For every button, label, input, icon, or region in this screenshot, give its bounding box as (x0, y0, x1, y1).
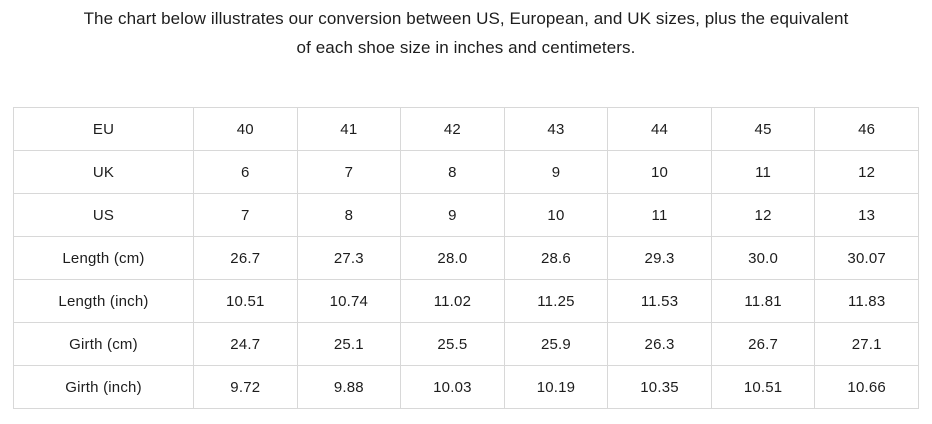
table-cell: 10 (607, 150, 712, 194)
table-cell: 25.1 (296, 322, 402, 366)
row-header: US (13, 193, 194, 237)
table-cell: 24.7 (193, 322, 298, 366)
table-cell: 10.51 (193, 279, 298, 323)
table-cell: 11 (710, 150, 816, 194)
table-cell: 6 (193, 150, 298, 194)
table-cell: 27.3 (296, 236, 402, 280)
row-header: Girth (cm) (13, 322, 194, 366)
table-cell: 8 (296, 193, 402, 237)
table-cell: 26.7 (710, 322, 816, 366)
table-cell: 10.19 (503, 365, 609, 409)
table-cell: 10.35 (607, 365, 712, 409)
table-cell: 11.83 (814, 279, 919, 323)
table-cell: 30.07 (814, 236, 919, 280)
row-header: Girth (inch) (13, 365, 194, 409)
table-cell: 9 (400, 193, 505, 237)
table-cell: 9 (503, 150, 609, 194)
table-cell: 11.02 (400, 279, 505, 323)
table-cell: 10.51 (710, 365, 816, 409)
table-cell: 10.03 (400, 365, 505, 409)
table-cell: 10.74 (296, 279, 402, 323)
table-cell: 11.25 (503, 279, 609, 323)
table-cell: 40 (193, 107, 298, 151)
table-cell: 25.5 (400, 322, 505, 366)
intro-text: The chart below illustrates our conversi… (0, 0, 932, 62)
table-cell: 30.0 (710, 236, 816, 280)
row-header: UK (13, 150, 194, 194)
size-conversion-table-body: EU 40 41 42 43 44 45 46 UK 6 7 8 9 10 11 12 US 7 8 9 10 11 12 1… (13, 107, 919, 409)
row-header: Length (inch) (13, 279, 194, 323)
table-cell: 41 (296, 107, 402, 151)
table-cell: 25.9 (503, 322, 609, 366)
table-row: Length (inch) 10.51 10.74 11.02 11.25 11.53 11… (13, 279, 919, 323)
intro-line-2: of each shoe size in inches and centimet… (296, 38, 636, 57)
table-cell: 44 (607, 107, 712, 151)
table-row: Girth (cm) 24.7 25.1 25.5 25.9 26.3 26.7 27.1 (13, 322, 919, 366)
row-header: Length (cm) (13, 236, 194, 280)
table-cell: 11 (607, 193, 712, 237)
table-cell: 9.88 (296, 365, 402, 409)
table-cell: 11.81 (710, 279, 816, 323)
table-cell: 46 (814, 107, 919, 151)
table-cell: 10 (503, 193, 609, 237)
table-cell: 12 (710, 193, 816, 237)
table-cell: 43 (503, 107, 609, 151)
intro-line-1: The chart below illustrates our conversi… (83, 9, 849, 28)
table-row: US 7 8 9 10 11 12 13 (13, 193, 919, 237)
table-cell: 7 (296, 150, 402, 194)
table-cell: 12 (814, 150, 919, 194)
table-cell: 11.53 (607, 279, 712, 323)
table-cell: 27.1 (814, 322, 919, 366)
table-cell: 8 (400, 150, 505, 194)
table-cell: 29.3 (607, 236, 712, 280)
table-row: UK 6 7 8 9 10 11 12 (13, 150, 919, 194)
table-cell: 28.0 (400, 236, 505, 280)
table-cell: 26.7 (193, 236, 298, 280)
table-cell: 13 (814, 193, 919, 237)
row-header: EU (13, 107, 194, 151)
table-cell: 9.72 (193, 365, 298, 409)
table-cell: 45 (710, 107, 816, 151)
table-row: Girth (inch) 9.72 9.88 10.03 10.19 10.35 10.51… (13, 365, 919, 409)
size-conversion-table: EU 40 41 42 43 44 45 46 UK 6 7 8 9 10 11 12 US 7 8 9 10 11 12 1… (13, 107, 919, 409)
table-row: Length (cm) 26.7 27.3 28.0 28.6 29.3 30.0 30.07 (13, 236, 919, 280)
table-cell: 28.6 (503, 236, 609, 280)
table-cell: 7 (193, 193, 298, 237)
table-row: EU 40 41 42 43 44 45 46 (13, 107, 919, 151)
table-cell: 42 (400, 107, 505, 151)
table-cell: 10.66 (814, 365, 919, 409)
table-cell: 26.3 (607, 322, 712, 366)
